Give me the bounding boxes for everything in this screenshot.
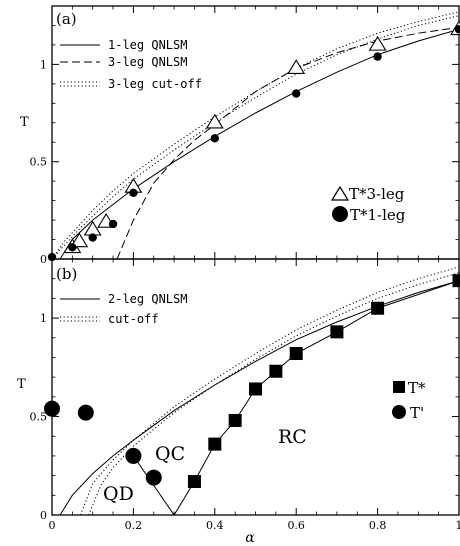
region-label-qd: QD xyxy=(103,483,134,505)
y-tick-label: 0 xyxy=(40,509,47,522)
marker-circle xyxy=(108,219,118,229)
marker-square xyxy=(330,325,344,339)
x-tick-label: 0.4 xyxy=(206,519,224,532)
curve-dotted xyxy=(88,272,459,515)
y-tick-label: 1 xyxy=(40,312,47,325)
x-tick-label: 0.2 xyxy=(125,519,143,532)
x-tick-label: 0.6 xyxy=(287,519,305,532)
y-tick-label: 0.5 xyxy=(30,156,48,169)
panel-b-markers xyxy=(44,274,460,489)
legend-marker-triangle xyxy=(330,185,350,201)
marker-circle xyxy=(77,404,94,421)
marker-triangle xyxy=(83,220,102,236)
legend-label-cutoff-b: cut-off xyxy=(108,312,159,326)
x-tick-label: 0 xyxy=(49,519,56,532)
curve-solid xyxy=(132,280,459,515)
marker-circle xyxy=(68,243,77,252)
x-tick-label: 0.8 xyxy=(369,519,387,532)
panel-a-ylabel: T xyxy=(20,115,29,130)
marker-circle xyxy=(210,134,219,143)
marker-triangle xyxy=(287,59,306,75)
marker-triangle xyxy=(368,35,387,51)
panel-a-ticks: 00.51 xyxy=(30,6,460,266)
marker-circle xyxy=(129,188,138,198)
legend-label-t1leg: T*1-leg xyxy=(350,206,406,224)
marker-circle xyxy=(454,25,460,34)
marker-circle xyxy=(145,469,162,486)
legend-label-2leg: 2-leg QNLSM xyxy=(108,292,187,306)
region-label-rc: RC xyxy=(278,426,307,448)
marker-square xyxy=(249,382,262,396)
marker-circle xyxy=(292,89,301,98)
marker-circle xyxy=(88,233,97,242)
legend-label-tprime: T' xyxy=(410,404,424,422)
marker-triangle xyxy=(70,232,89,248)
panel-b-ticks: 0 0.2 0.4 0.6 0.8 1 0 0.5 1 xyxy=(30,259,460,532)
marker-square xyxy=(228,413,242,427)
curve-dotted xyxy=(52,15,459,259)
legend-marker-square xyxy=(393,381,405,393)
marker-square xyxy=(208,437,222,451)
marker-circle xyxy=(125,447,142,464)
y-tick-label: 0 xyxy=(40,253,47,266)
legend-label-3leg: 3-leg QNLSM xyxy=(108,55,187,69)
legend-marker-circle-b xyxy=(392,405,406,419)
x-tick-label: 1 xyxy=(456,519,460,532)
marker-triangle xyxy=(205,113,224,129)
marker-square xyxy=(269,364,283,378)
legend-label-tstar: T* xyxy=(408,379,426,397)
region-label-qc: QC xyxy=(155,443,185,465)
panel-a-markers xyxy=(47,20,460,262)
legend-label-t3leg: T*3-leg xyxy=(349,185,405,203)
curve-dashed xyxy=(116,26,459,259)
y-tick-label: 1 xyxy=(40,58,47,71)
marker-circle xyxy=(373,52,382,61)
legend-label-cutoff-a: 3-leg cut-off xyxy=(108,77,202,91)
marker-square xyxy=(187,475,201,489)
panel-b-label: (b) xyxy=(56,265,77,283)
marker-square xyxy=(452,274,460,288)
marker-square xyxy=(371,301,385,315)
panel-b-legend: 2-leg QNLSM cut-off T* T' xyxy=(60,292,426,422)
legend-label-1leg: 1-leg QNLSM xyxy=(108,38,187,52)
marker-circle xyxy=(44,400,60,417)
panel-a-legend: 1-leg QNLSM 3-leg QNLSM 3-leg cut-off T*… xyxy=(60,38,406,224)
marker-square xyxy=(289,347,303,361)
panel-b-ylabel: T xyxy=(17,377,26,392)
panel-a-label: (a) xyxy=(56,10,77,28)
panel-b-xlabel: α xyxy=(245,530,255,546)
y-tick-label: 0.5 xyxy=(30,411,48,424)
legend-marker-circle xyxy=(332,206,348,222)
